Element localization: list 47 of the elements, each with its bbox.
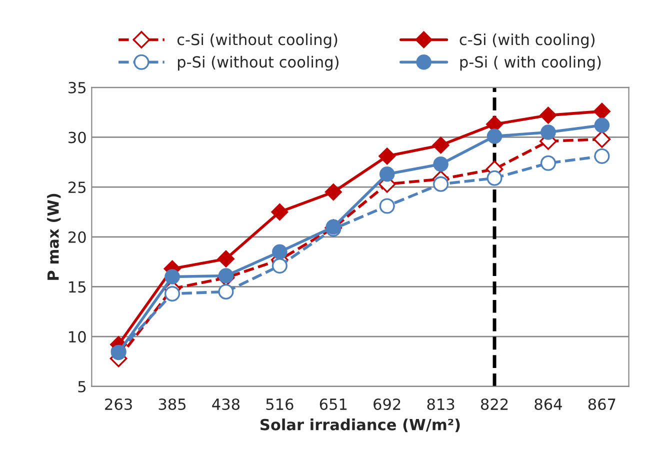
point [218, 284, 234, 300]
legend-label: c-Si (without cooling) [177, 33, 338, 48]
x-tick-label: 516 [266, 398, 294, 410]
y-tick-label: 15 [69, 281, 86, 293]
point [324, 184, 342, 201]
point [540, 106, 557, 124]
y-tick-label: 30 [68, 132, 86, 144]
x-tick-label: 864 [534, 398, 562, 410]
point [218, 268, 234, 284]
y-tick-label: 25 [68, 182, 86, 194]
y-tick-label: 10 [69, 331, 86, 343]
point [593, 102, 610, 120]
point [272, 244, 288, 260]
point [164, 269, 180, 284]
point [379, 166, 395, 182]
point [432, 136, 450, 154]
point [164, 286, 180, 302]
point [540, 124, 556, 140]
point [593, 130, 611, 148]
point [433, 176, 449, 192]
point [378, 148, 396, 165]
point [486, 170, 502, 186]
point [486, 128, 502, 144]
x-tick-label: 263 [105, 398, 132, 410]
x-tick-label: 438 [212, 398, 240, 410]
legend-label: p-Si ( with cooling) [460, 56, 601, 71]
legend-label: c-Si (with cooling) [460, 33, 594, 48]
point [272, 258, 288, 274]
point [433, 156, 448, 172]
point [271, 203, 288, 221]
x-axis-title: Solar irradiance (W/m²) [260, 418, 460, 432]
y-tick-label: 35 [68, 82, 86, 94]
point [540, 155, 556, 171]
x-tick-label: 385 [158, 398, 186, 410]
point [379, 198, 395, 214]
point [594, 118, 610, 133]
point [217, 250, 235, 268]
y-tick-label: 20 [68, 231, 86, 243]
x-tick-label: 867 [588, 398, 616, 410]
y-tick-label: 5 [78, 381, 86, 392]
point [594, 148, 610, 164]
x-tick-label: 822 [480, 398, 508, 410]
legend-label: p-Si (without cooling) [178, 56, 338, 71]
x-tick-label: 651 [320, 398, 347, 410]
x-tick-label: 813 [427, 398, 454, 410]
y-axis-title: P max (W) [47, 194, 61, 280]
x-tick-label: 692 [374, 398, 400, 410]
